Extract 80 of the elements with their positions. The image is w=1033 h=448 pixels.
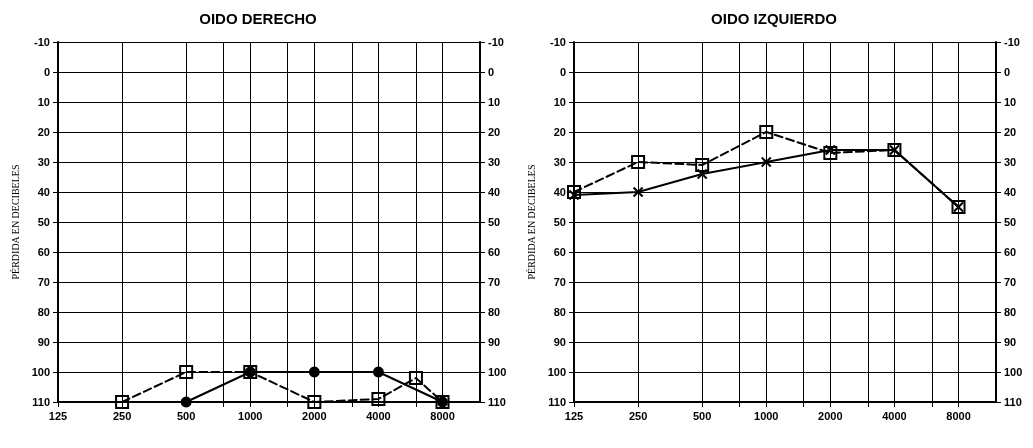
point xyxy=(631,155,646,169)
y2-tick-label: 80 xyxy=(1004,306,1017,318)
y2-tick-label: 80 xyxy=(488,306,501,318)
y2-tick-label: 100 xyxy=(1004,366,1023,378)
y2-tick-label: 40 xyxy=(1004,186,1017,198)
x-tick-label: 250 xyxy=(112,409,132,422)
y2-tick-label: 20 xyxy=(488,126,501,138)
y2-tick-label: 100 xyxy=(488,366,507,378)
x-tick-label: 250 xyxy=(628,409,648,422)
point xyxy=(695,158,710,172)
x-tick-label: 4000 xyxy=(366,409,391,422)
y2-tick-label: 60 xyxy=(488,246,501,258)
y-tick-label: 10 xyxy=(37,96,50,108)
y2-tick-label: 10 xyxy=(488,96,501,108)
y2-tick-label: 10 xyxy=(1004,96,1017,108)
point xyxy=(823,146,838,160)
y2-tick-label: 50 xyxy=(1004,216,1017,228)
y2-tick-label: 0 xyxy=(488,66,495,78)
y-tick-label: 10 xyxy=(553,96,566,108)
y-axis-title: PÉRDIDA EN DECIBELES xyxy=(10,164,22,280)
chart-title: OIDO IZQUIERDO xyxy=(711,10,838,27)
y-tick-label: 100 xyxy=(31,366,50,378)
y-tick-label: 30 xyxy=(37,156,50,168)
y-tick-label: 70 xyxy=(553,276,566,288)
y-tick-label: 50 xyxy=(553,216,566,228)
x-tick-label: 8000 xyxy=(430,409,455,422)
y2-tick-label: 110 xyxy=(488,396,506,408)
y-tick-label: 100 xyxy=(547,366,566,378)
y-tick-label: 60 xyxy=(37,246,50,258)
x-tick-label: 1000 xyxy=(238,409,263,422)
point xyxy=(568,189,580,201)
y-tick-label: 80 xyxy=(37,306,50,318)
x-tick-label: 500 xyxy=(692,409,712,422)
y2-tick-label: 90 xyxy=(488,336,501,348)
y2-tick-label: 0 xyxy=(1004,66,1011,78)
point xyxy=(760,156,772,168)
x-tick-label: 500 xyxy=(176,409,196,422)
y-tick-label: 40 xyxy=(37,186,50,198)
point xyxy=(696,168,708,180)
y2-tick-label: -10 xyxy=(1004,36,1020,48)
y-tick-label: -10 xyxy=(550,36,566,48)
y2-tick-label: 40 xyxy=(488,186,501,198)
y-tick-label: 110 xyxy=(32,396,50,408)
y-tick-label: 40 xyxy=(553,186,566,198)
y2-tick-label: 90 xyxy=(1004,336,1017,348)
point xyxy=(567,185,581,199)
x-tick-label: 8000 xyxy=(946,409,971,422)
point xyxy=(824,144,836,156)
y-tick-label: 110 xyxy=(548,396,566,408)
x-tick-label: 4000 xyxy=(882,409,907,422)
y-tick-label: 20 xyxy=(37,126,50,138)
y2-tick-label: 70 xyxy=(1004,276,1017,288)
x-tick-label: 125 xyxy=(564,409,584,422)
y-tick-label: 60 xyxy=(553,246,566,258)
y2-tick-label: 50 xyxy=(488,216,501,228)
y2-tick-label: 30 xyxy=(1004,156,1017,168)
y-tick-label: 80 xyxy=(553,306,566,318)
chart-title: OIDO DERECHO xyxy=(199,10,318,27)
x-tick-label: 125 xyxy=(48,409,68,422)
y2-tick-label: 70 xyxy=(488,276,501,288)
y2-tick-label: 20 xyxy=(1004,126,1017,138)
y-tick-label: 0 xyxy=(559,66,566,78)
y-tick-label: 0 xyxy=(43,66,50,78)
y-tick-label: -10 xyxy=(34,36,50,48)
y2-tick-label: 30 xyxy=(488,156,501,168)
y-tick-label: 50 xyxy=(37,216,50,228)
y-tick-label: 70 xyxy=(37,276,50,288)
y2-tick-label: -10 xyxy=(488,36,504,48)
point xyxy=(759,125,774,139)
y-tick-label: 90 xyxy=(37,336,50,348)
x-tick-label: 2000 xyxy=(818,409,843,422)
y-tick-label: 30 xyxy=(553,156,566,168)
point xyxy=(632,186,644,198)
x-tick-label: 2000 xyxy=(302,409,327,422)
y2-tick-label: 110 xyxy=(1004,396,1022,408)
y-tick-label: 20 xyxy=(553,126,566,138)
x-tick-label: 1000 xyxy=(754,409,779,422)
y2-tick-label: 60 xyxy=(1004,246,1017,258)
y-tick-label: 90 xyxy=(553,336,566,348)
y-axis-title: PÉRDIDA EN DECIBELES xyxy=(526,164,538,280)
